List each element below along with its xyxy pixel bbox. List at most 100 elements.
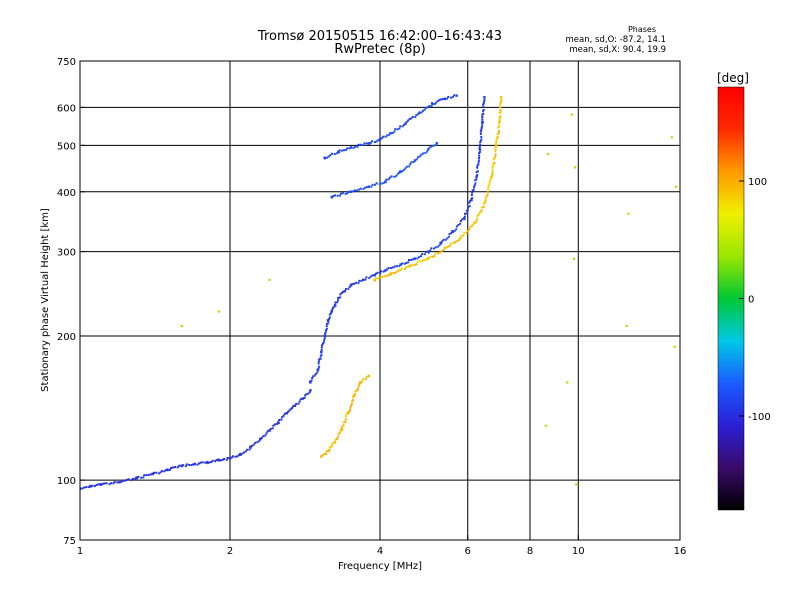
trace-point xyxy=(469,226,472,229)
data-point xyxy=(358,381,362,384)
trace-point xyxy=(436,100,439,103)
trace-point xyxy=(401,170,404,173)
trace-point xyxy=(407,119,410,122)
trace-point xyxy=(489,179,492,182)
data-point xyxy=(361,278,365,281)
trace-point xyxy=(499,106,502,109)
trace-point xyxy=(494,150,497,153)
trace-point xyxy=(316,371,319,374)
trace-point xyxy=(480,126,483,129)
trace-point xyxy=(131,477,134,480)
trace-point xyxy=(328,313,331,316)
trace-point xyxy=(324,452,327,455)
trace-point xyxy=(421,259,424,262)
x-tick-label: 6 xyxy=(465,546,471,557)
trace-point xyxy=(402,123,405,126)
y-tick-label: 400 xyxy=(57,188,76,199)
trace-point xyxy=(375,140,378,143)
trace-point xyxy=(341,149,344,152)
trace-point xyxy=(297,402,300,405)
trace-point xyxy=(465,212,468,215)
trace-point xyxy=(450,232,453,235)
trace-point xyxy=(414,116,417,119)
trace-point xyxy=(410,117,413,120)
trace-point xyxy=(335,152,338,155)
data-point xyxy=(205,461,209,464)
trace-point xyxy=(325,156,328,159)
trace-point xyxy=(421,109,424,112)
trace-point xyxy=(488,181,491,184)
trace-point xyxy=(356,189,359,192)
trace-point xyxy=(445,246,448,249)
trace-point xyxy=(450,241,453,244)
trace-point xyxy=(447,95,450,98)
trace-point xyxy=(495,141,498,144)
trace-point xyxy=(359,143,362,146)
trace-point xyxy=(477,156,480,159)
trace-point xyxy=(377,277,380,280)
trace-point xyxy=(405,165,408,168)
trace-point xyxy=(393,265,396,268)
scatter-point xyxy=(627,212,630,215)
trace-point xyxy=(475,178,478,181)
trace-point xyxy=(341,425,344,428)
trace-point xyxy=(438,99,441,102)
trace-point xyxy=(353,282,356,285)
trace-point xyxy=(282,414,285,417)
trace-point xyxy=(499,102,502,105)
trace-point xyxy=(468,201,471,204)
trace-point xyxy=(497,132,500,135)
trace-point xyxy=(351,283,354,286)
trace-point xyxy=(423,253,426,256)
trace-point xyxy=(453,229,456,232)
trace-point xyxy=(400,267,403,270)
trace-point xyxy=(370,185,373,188)
trace-point xyxy=(174,466,177,469)
data-point xyxy=(443,246,447,250)
trace-point xyxy=(405,120,408,123)
trace-point xyxy=(318,358,321,361)
trace-point xyxy=(487,187,490,190)
trace-point xyxy=(368,277,371,280)
trace-point xyxy=(321,454,324,457)
trace-point xyxy=(391,131,394,134)
trace-point xyxy=(407,258,410,261)
trace-point xyxy=(430,247,433,250)
scatter-point xyxy=(673,345,676,348)
trace-point xyxy=(308,391,311,394)
trace-point xyxy=(477,214,480,217)
ticks-layer: 1 2 4 6 8 10 16 75 100 200 300 400 500 600 750 xyxy=(57,57,686,557)
trace-point xyxy=(447,235,450,238)
phase-stats-x: mean, sd,X: 90.4, 19.9 xyxy=(569,45,666,55)
trace-point xyxy=(391,266,394,269)
data-point xyxy=(399,170,402,174)
trace-point xyxy=(364,278,367,281)
trace-point xyxy=(471,191,474,194)
scatter-point xyxy=(570,113,573,116)
trace-point xyxy=(273,423,276,426)
trace-point xyxy=(292,405,295,408)
trace-point xyxy=(398,127,401,130)
trace-point xyxy=(289,408,292,411)
trace-point xyxy=(353,189,356,192)
trace-point xyxy=(413,263,416,266)
chart-subtitle: RwPretec (8p) xyxy=(334,42,425,57)
data-point xyxy=(462,217,466,220)
trace-point xyxy=(455,225,458,228)
data-point xyxy=(323,334,327,338)
trace-point xyxy=(311,377,314,380)
trace-point xyxy=(497,130,500,133)
trace-point xyxy=(405,261,408,264)
trace-point xyxy=(336,437,339,440)
trace-point xyxy=(352,146,355,149)
trace-point xyxy=(337,433,340,436)
trace-point xyxy=(256,441,259,444)
trace-point xyxy=(425,258,428,261)
trace-point xyxy=(356,145,359,148)
data-point xyxy=(443,97,447,101)
trace-point xyxy=(484,197,487,200)
data-point xyxy=(399,263,402,266)
data-point xyxy=(277,421,280,424)
trace-point xyxy=(192,463,195,466)
trace-point xyxy=(374,272,377,275)
